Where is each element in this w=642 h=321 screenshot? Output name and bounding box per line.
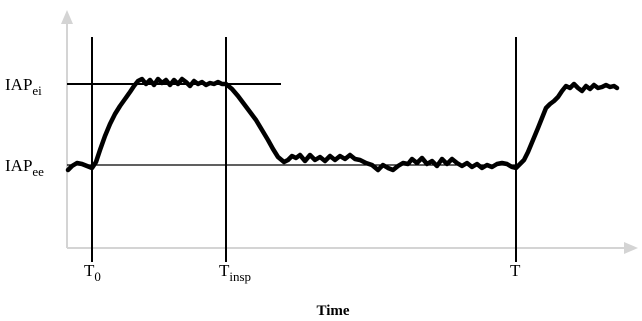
- iap-ee-label: IAPee: [5, 156, 44, 179]
- y-axis-arrow: [61, 10, 73, 24]
- t0-label: T0: [84, 261, 101, 284]
- iap-ei-label: IAPei: [5, 75, 42, 98]
- x-axis-arrow: [624, 242, 638, 254]
- pressure-trace: [65, 76, 620, 173]
- t-label: T: [510, 261, 521, 280]
- x-axis-title: Time: [316, 303, 349, 319]
- tinsp-label: Tinsp: [219, 261, 251, 284]
